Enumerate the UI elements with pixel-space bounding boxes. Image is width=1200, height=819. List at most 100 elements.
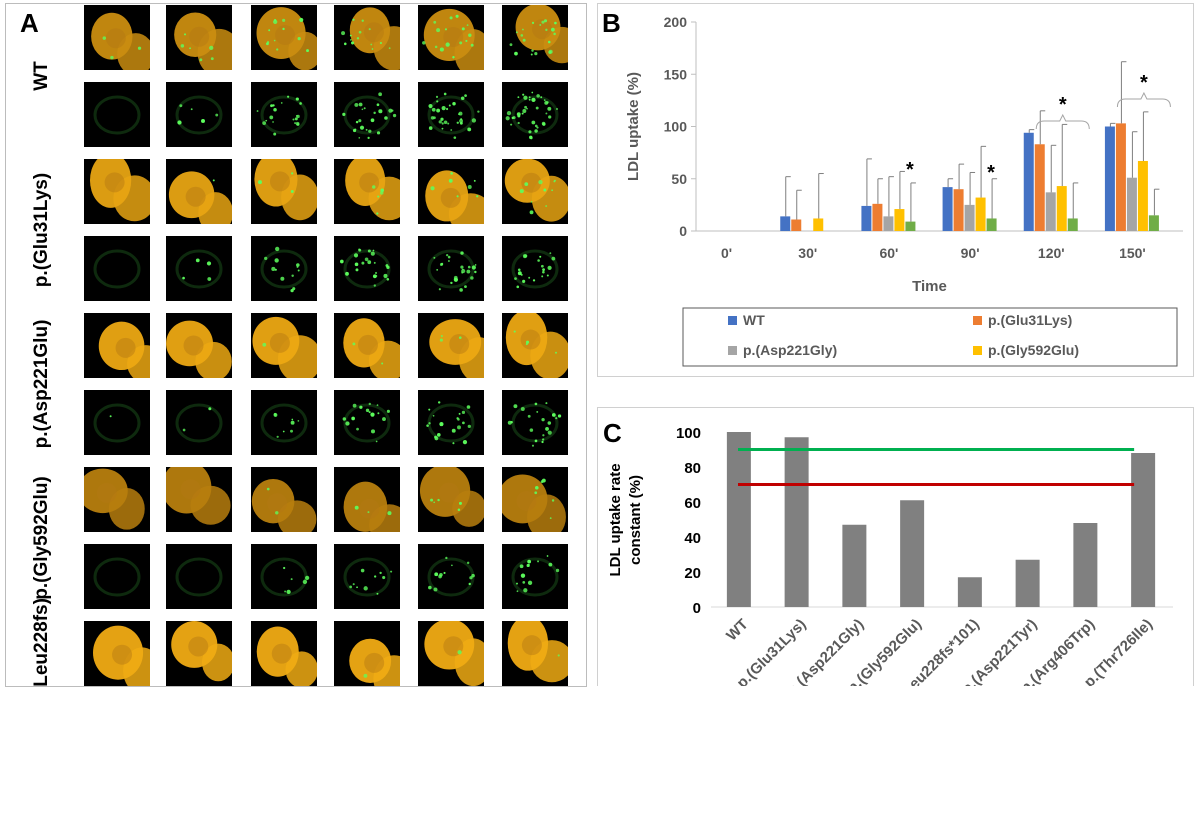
- legend-swatch: [728, 346, 737, 355]
- ldl-dot: [355, 120, 359, 124]
- ldl-dot: [530, 201, 533, 203]
- ldl-dot: [534, 124, 538, 128]
- ldl-dot: [517, 96, 520, 99]
- ldl-dot: [354, 102, 359, 107]
- ldl-dot: [531, 91, 534, 94]
- ldl-dot: [460, 96, 465, 100]
- ldl-dot: [436, 108, 441, 113]
- ldl-dot: [461, 410, 466, 414]
- rate-bar: [842, 524, 867, 607]
- ldl-dot: [270, 104, 273, 108]
- cell-image: [424, 621, 484, 686]
- ldl-dot: [528, 98, 531, 101]
- nucleus-shape: [439, 482, 460, 503]
- cell-image: [260, 557, 310, 597]
- ldl-dot: [368, 411, 371, 414]
- ldl-dot: [470, 43, 474, 47]
- ldl-dot: [353, 253, 359, 258]
- ldl-dot: [269, 115, 274, 120]
- ldl-dot: [522, 38, 526, 42]
- cell-body-shape: [369, 504, 400, 532]
- ldl-dot: [539, 255, 542, 258]
- ldl-dot: [295, 121, 300, 126]
- ldl-dot: [456, 195, 459, 198]
- ldl-dot: [290, 190, 294, 193]
- ldl-dot: [458, 501, 462, 505]
- ldl-dot: [437, 498, 440, 502]
- ldl-dot: [523, 254, 528, 258]
- ldl-dot: [256, 110, 259, 112]
- ldl-dot: [467, 265, 471, 269]
- microscopy-image-cell: [334, 5, 400, 70]
- nucleus-shape: [115, 337, 136, 358]
- bar-wt: [1104, 126, 1115, 231]
- microscopy-image-cell: [502, 159, 568, 224]
- ldl-dot: [266, 41, 270, 44]
- bar-p-glu31lys-: [1034, 144, 1045, 231]
- cell-image: [260, 246, 308, 293]
- ldl-dot: [209, 45, 214, 51]
- ldl-dot: [517, 114, 521, 118]
- ldl-dot: [522, 28, 524, 31]
- ldl-dot: [182, 276, 185, 280]
- panel-c-chart-container: 0 20 40 60 80 100 LDL uptake rate constant (%) W…: [597, 407, 1194, 686]
- ldl-dot: [361, 19, 364, 22]
- ldl-dot: [430, 498, 434, 502]
- y-tick-label: 0: [693, 600, 701, 617]
- ldl-dot: [550, 27, 555, 32]
- ldl-dot: [290, 420, 295, 425]
- ldl-dot: [452, 102, 456, 106]
- nucleus-shape: [269, 171, 290, 192]
- bar-p-glu31lys-: [1115, 123, 1126, 231]
- ldl-dot: [441, 106, 446, 111]
- cell-image: [511, 555, 560, 597]
- ldl-dot: [275, 511, 279, 515]
- microscopy-image-cell: [334, 467, 400, 532]
- ldl-dot: [430, 116, 435, 120]
- ldl-dot: [477, 110, 480, 113]
- ldl-dot: [377, 195, 380, 198]
- ldl-dot: [536, 94, 540, 98]
- nucleus-shape: [269, 332, 290, 353]
- cell-image: [425, 170, 484, 224]
- legend-box: [682, 307, 1178, 367]
- ldl-dot: [212, 179, 215, 182]
- ldl-dot: [546, 274, 549, 277]
- ldl-dot: [273, 19, 277, 22]
- microscopy-image-cell: [166, 544, 232, 609]
- bar-p-glu31lys-: [953, 189, 964, 231]
- microscopy-image-cell: [502, 82, 568, 147]
- microscopy-image-cell: [502, 313, 568, 378]
- ldl-dot: [453, 136, 457, 139]
- cell-image: [260, 403, 308, 443]
- x-tick-label: WT: [723, 616, 752, 645]
- ldl-dot: [428, 585, 432, 590]
- ldl-dot: [367, 511, 370, 514]
- ldl-dot: [372, 185, 376, 189]
- nucleus-shape: [521, 172, 542, 193]
- ldl-dot: [534, 491, 538, 495]
- cell-body-shape: [108, 488, 145, 530]
- ldl-dot: [382, 417, 386, 422]
- ldl-dot: [519, 564, 524, 569]
- microscopy-image-cell: [251, 5, 317, 70]
- ldl-dot: [527, 559, 532, 564]
- nucleus-shape: [364, 652, 385, 673]
- cell-outline-shape: [427, 249, 475, 289]
- ldl-dot: [523, 588, 528, 593]
- ldl-dot: [286, 589, 291, 594]
- ldl-dot: [545, 426, 549, 431]
- cell-body-shape: [452, 490, 484, 527]
- cell-outline-shape: [175, 95, 223, 135]
- ldl-dot: [195, 258, 200, 263]
- microscopy-image-cell: [251, 82, 317, 147]
- nucleus-shape: [267, 493, 288, 514]
- ldl-dot: [506, 110, 512, 116]
- bar-p-gly592glu-: [1056, 186, 1067, 231]
- ldl-dot: [350, 39, 352, 41]
- cell-image: [429, 319, 484, 378]
- ldl-dot: [535, 486, 539, 490]
- ldl-dot: [377, 412, 380, 415]
- ldl-dot: [371, 48, 374, 50]
- ldl-dot: [548, 562, 553, 567]
